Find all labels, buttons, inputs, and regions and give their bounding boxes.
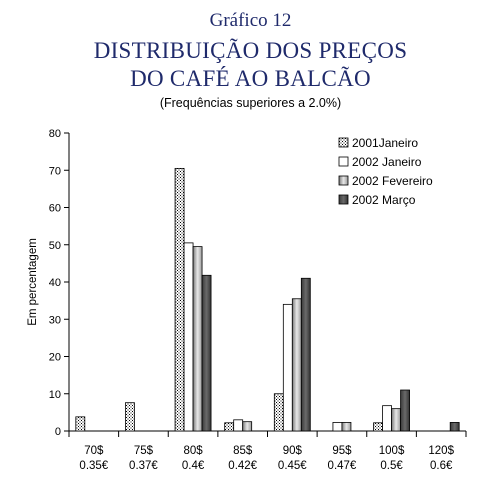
legend-swatch [338, 175, 349, 186]
y-tick-label: 70 [49, 165, 61, 177]
bar-1-7 [373, 422, 383, 432]
y-tick-label: 10 [49, 389, 61, 401]
x-tick-label-euro: 0.47€ [328, 460, 357, 472]
chart-title-line2: DO CAFÉ AO BALCÃO [130, 66, 371, 91]
bar-3-5 [291, 298, 302, 432]
bar-3-4 [242, 421, 253, 432]
x-tick-label-euro: 0.5€ [380, 460, 403, 472]
y-axis-label: Em percentagem [27, 238, 39, 326]
chart-label: Gráfico 12 [209, 10, 292, 31]
bar-3-6 [341, 422, 352, 432]
legend-swatch [338, 156, 349, 167]
x-tick-label: 75$ [134, 445, 154, 457]
legend-label: 2001Janeiro [352, 136, 418, 150]
bar-1-3 [174, 167, 185, 432]
x-tick-label: 100$ [379, 445, 405, 457]
y-tick-label: 80 [49, 128, 61, 140]
x-tick-label: 90$ [283, 445, 303, 457]
bar-2-5 [282, 303, 293, 432]
bar-1-5 [273, 393, 284, 432]
x-tick-label-euro: 0.4€ [182, 460, 205, 472]
legend-label: 2002 Março [352, 193, 416, 207]
bar-1-2 [125, 402, 135, 432]
legend-label: 2002 Janeiro [352, 155, 422, 169]
x-tick-label-euro: 0.45€ [278, 460, 307, 472]
x-tick-label-euro: 0.37€ [129, 460, 158, 472]
bar-3-3 [192, 246, 203, 432]
y-tick-label: 0 [55, 426, 61, 438]
bar-2-3 [183, 242, 194, 432]
bar-2-4 [233, 419, 244, 432]
bar-4-7 [400, 389, 410, 432]
x-tick-label-euro: 0.35€ [79, 460, 108, 472]
x-tick-label-euro: 0.6€ [430, 460, 453, 472]
legend-swatch [338, 194, 349, 205]
y-tick-label: 40 [49, 277, 61, 289]
x-tick-label-euro: 0.42€ [228, 460, 257, 472]
bar-2-7 [382, 405, 392, 432]
chart-title-line1: DISTRIBUIÇÃO DOS PREÇOS [93, 38, 408, 63]
legend-label: 2002 Fevereiro [352, 174, 433, 188]
bar-1-1 [75, 416, 86, 432]
bar-3-7 [391, 408, 401, 432]
legend-swatch [338, 137, 349, 148]
bar-2-6 [332, 422, 343, 432]
y-tick-label: 30 [49, 314, 61, 326]
y-tick-label: 60 [49, 203, 61, 215]
x-tick-label: 120$ [428, 445, 454, 457]
bar-4-8 [449, 422, 460, 432]
x-tick-label: 70$ [84, 445, 104, 457]
x-tick-label: 85$ [233, 445, 253, 457]
bar-4-3 [201, 274, 212, 432]
y-tick-label: 50 [49, 240, 61, 252]
x-tick-label: 95$ [332, 445, 352, 457]
y-tick-label: 20 [49, 352, 61, 364]
bar-1-4 [224, 422, 235, 432]
x-tick-label: 80$ [183, 445, 203, 457]
chart-subtitle: (Frequências superiores a 2.0%) [159, 96, 342, 110]
bar-4-5 [300, 277, 311, 432]
